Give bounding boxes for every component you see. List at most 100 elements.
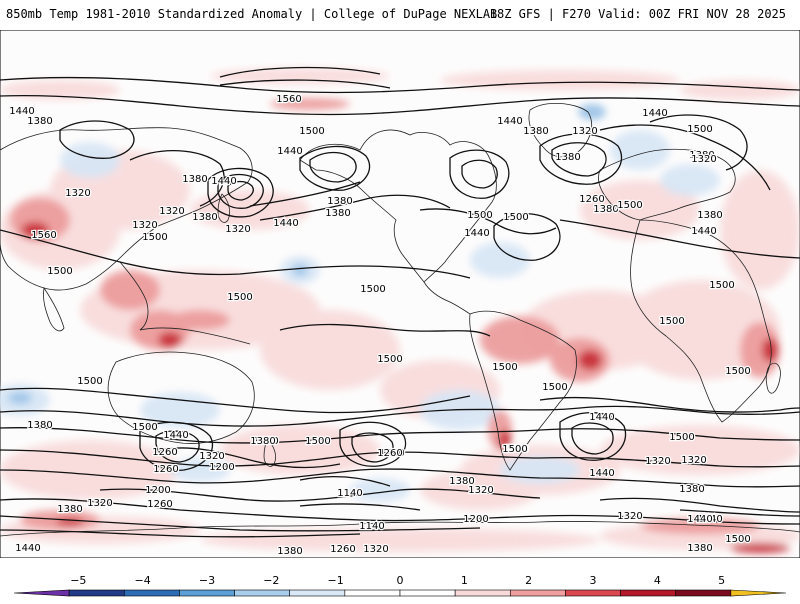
colorbar-swatch	[289, 589, 346, 597]
contour-1440-antarctic	[0, 529, 361, 538]
contour-label: 1320	[681, 455, 706, 466]
dark-red-fields-blob	[499, 430, 511, 450]
contour-label: 1320	[572, 126, 597, 137]
coastline-south-america	[469, 310, 577, 471]
contour-label: 1320	[65, 188, 90, 199]
contour-label: 1320	[468, 485, 493, 496]
contour-1380-eu	[599, 124, 771, 191]
pink-fields-blob	[420, 470, 540, 510]
blue-fields-blob	[470, 242, 530, 278]
contour-label: 1260	[153, 464, 178, 475]
colorbar-swatch	[620, 589, 677, 597]
contour-1320-atl-low-2	[551, 142, 607, 177]
contour-label: 1320	[645, 456, 670, 467]
contour-na-low-1	[449, 149, 510, 199]
pink-fields-blob	[200, 528, 600, 552]
pink-fields-blob	[720, 170, 800, 290]
contour-1440-antarctic-e	[599, 497, 800, 513]
contour-1500-antarctic-e	[679, 509, 800, 517]
contour-label: 1380	[593, 204, 618, 215]
contour-label: 1320	[617, 511, 642, 522]
contour-label: 1440	[277, 146, 302, 157]
contour-label: 1380	[27, 420, 52, 431]
anomaly-shading	[0, 68, 800, 553]
contour-1200-far-s	[99, 488, 541, 502]
contour-s-low-1	[139, 421, 214, 471]
mid-blue-fields-blob	[578, 104, 606, 120]
contour-label: 1260	[377, 448, 402, 459]
contour-label: 1260	[379, 448, 404, 459]
colorbar-tick-label: −1	[328, 574, 344, 587]
blue-fields-blob	[610, 130, 670, 170]
blue-fields-blob	[140, 392, 220, 428]
contour-1500-s	[0, 387, 471, 414]
contour-label: 1500	[47, 266, 72, 277]
red-fields-blob	[270, 98, 350, 110]
contour-label: 1380	[57, 504, 82, 515]
contour-label: 1500	[503, 444, 528, 455]
colorbar-tick-label: 1	[461, 574, 468, 587]
contour-label: 1320	[691, 154, 716, 165]
colorbar-swatch	[344, 589, 401, 597]
contour-label: 1320	[199, 451, 224, 462]
contour-label: 1380	[253, 436, 278, 447]
pink-fields-blob	[600, 425, 800, 475]
contour-label: 1260	[579, 194, 604, 205]
coastline-new-zealand	[263, 439, 276, 467]
colorbar-tick-label: −4	[135, 574, 151, 587]
colorbar-swatch	[454, 589, 511, 597]
contour-label: 1380	[523, 126, 548, 137]
colorbar-tick-label: −2	[263, 574, 279, 587]
contour-label: 1500	[725, 366, 750, 377]
dark-red-fields-blob	[578, 350, 602, 370]
contour-label: 1440	[691, 226, 716, 237]
contour-label: 1380	[325, 208, 350, 219]
colorbar-swatches	[13, 589, 787, 597]
contour-label: 1500	[659, 316, 684, 327]
colorbar-swatch	[179, 589, 235, 597]
contour-label: 1500	[669, 432, 694, 443]
pink-fields-blob	[440, 70, 680, 90]
coastline-europe	[598, 148, 736, 221]
contour-s-low-5	[559, 411, 627, 461]
coastline-greenland	[528, 103, 592, 158]
contour-label: 1440	[163, 430, 188, 441]
contour-1320-atl-low-1	[539, 133, 623, 185]
contour-label: 1380	[192, 212, 217, 223]
contour-label: 1440	[464, 228, 489, 239]
contour-na-low-2	[461, 159, 498, 189]
colorbar-tick-label: 5	[718, 574, 725, 587]
contour-label: 1260	[152, 447, 177, 458]
contour-label: 1200	[209, 462, 234, 473]
contour-label: 1320	[159, 206, 184, 217]
contour-label: 1500	[377, 354, 402, 365]
colorbar-swatch	[13, 589, 70, 597]
colorbar-swatch	[399, 589, 456, 597]
contour-1320-low-b	[129, 150, 225, 207]
contour-label: 1500	[299, 126, 324, 137]
contour-label: 1380	[679, 484, 704, 495]
contour-label: 1380	[250, 436, 275, 447]
blue-fields-blob	[500, 456, 580, 484]
coastline-north-america	[299, 129, 497, 283]
dark-red-fields-blob	[21, 222, 49, 238]
contour-1500-tropics-b	[559, 219, 800, 259]
contour-label: 1440	[211, 176, 236, 187]
contour-label: 1380	[687, 543, 712, 554]
contour-1260-s	[0, 468, 800, 488]
contour-label: 1440	[687, 514, 712, 525]
contour-1200-s	[159, 447, 341, 469]
contour-label: 1380	[27, 116, 52, 127]
colorbar-labels: −5 −4 −3 −2 −1 0 1 2 3 4 5	[70, 574, 725, 587]
anomaly-map: 1560 1440 1380 1500 1440 1440 1380 1320 1500 1440…	[0, 29, 800, 559]
colorbar: −5 −4 −3 −2 −1 0 1 2 3 4 5	[0, 572, 800, 600]
contour-label: 1140	[359, 521, 384, 532]
contour-label: 1320	[225, 224, 250, 235]
contour-1500-sub	[279, 323, 491, 337]
contour-label: 1440	[697, 514, 722, 525]
colorbar-tick-label: −3	[199, 574, 215, 587]
contour-1560-north	[219, 66, 381, 78]
contour-label: 1380	[697, 210, 722, 221]
